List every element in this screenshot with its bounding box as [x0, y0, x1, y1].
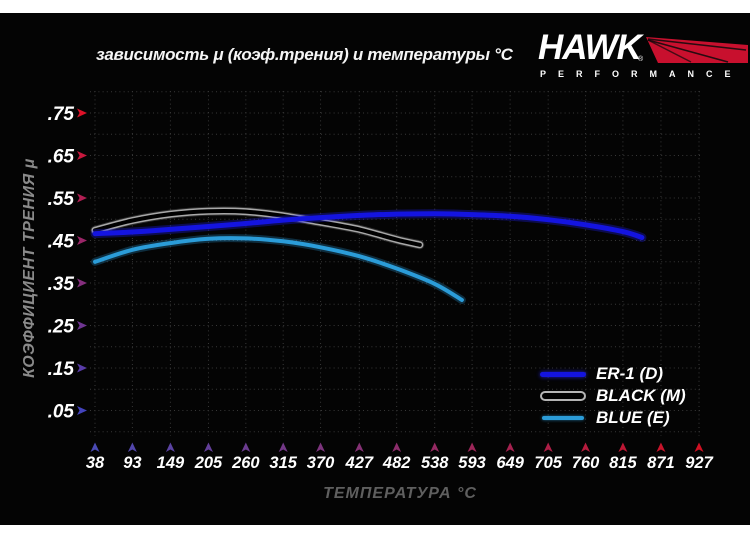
y-tick-arrow-icon — [77, 406, 87, 415]
x-tick-arrow-icon — [127, 442, 137, 452]
x-tick-label: 482 — [382, 454, 411, 472]
legend: ER-1 (D) BLACK (M) BLUE (E) — [538, 364, 686, 432]
y-tick-label: .45 — [48, 232, 75, 253]
x-tick-arrow-icon — [278, 442, 288, 452]
y-tick-label: .25 — [48, 317, 75, 338]
x-tick-label: 593 — [458, 454, 486, 472]
legend-label: BLUE (E) — [596, 408, 670, 427]
y-tick-arrow-icon — [77, 236, 87, 245]
legend-label: BLACK (M) — [596, 386, 686, 405]
x-tick-label: 149 — [157, 454, 185, 472]
y-tick-arrow-icon — [77, 278, 87, 288]
x-tick-label: 705 — [534, 454, 562, 472]
x-tick-label: 649 — [496, 454, 524, 472]
y-tick-label: .05 — [48, 402, 75, 423]
y-tick-arrow-icon — [77, 321, 87, 330]
registered-mark-icon: ® — [638, 56, 644, 63]
chart-title: зависимость μ (коэф.трения) и температур… — [96, 45, 513, 64]
x-tick-label: 205 — [194, 454, 223, 472]
y-tick-arrow-icon — [77, 193, 87, 203]
x-tick-label: 315 — [269, 454, 297, 472]
x-tick-label: 815 — [609, 454, 637, 472]
x-tick-label: 927 — [685, 454, 713, 472]
legend-label: ER-1 (D) — [596, 364, 664, 383]
x-tick-label: 38 — [86, 454, 105, 472]
y-tick-label: .55 — [48, 189, 75, 210]
x-tick-label: 538 — [421, 454, 449, 472]
hawk-wing-icon — [646, 37, 748, 63]
x-tick-arrow-icon — [505, 442, 515, 452]
black-line-swatch-icon — [540, 391, 586, 401]
x-tick-arrow-icon — [90, 442, 100, 452]
x-axis-title: ТЕМПЕРАТУРА °C — [323, 485, 477, 502]
x-tick-arrow-icon — [165, 442, 175, 452]
y-tick-label: .35 — [48, 274, 75, 295]
performance-label: PERFORMANCE — [540, 69, 743, 79]
y-tick-label: .75 — [48, 104, 75, 125]
x-tick-arrow-icon — [581, 442, 591, 452]
x-tick-arrow-icon — [430, 442, 440, 452]
series-line-er1-d — [92, 211, 645, 240]
y-tick-arrow-icon — [77, 108, 87, 118]
y-tick-label: .15 — [48, 359, 75, 380]
x-tick-arrow-icon — [694, 442, 704, 452]
x-tick-arrow-icon — [354, 442, 364, 452]
legend-marker-black — [538, 391, 588, 401]
x-tick-arrow-icon — [316, 442, 326, 452]
blue-line-swatch-icon — [542, 416, 584, 420]
y-tick-label: .65 — [48, 147, 75, 168]
y-axis-title: КОЭФФИЦИЕНТ ТРЕНИЯ μ — [21, 158, 38, 378]
er1-line-swatch-icon — [540, 371, 586, 377]
x-tick-arrow-icon — [467, 442, 477, 452]
x-tick-label: 871 — [647, 454, 675, 472]
legend-item: ER-1 (D) — [538, 364, 686, 383]
chart-panel — [0, 13, 750, 525]
x-tick-arrow-icon — [241, 442, 251, 452]
x-tick-arrow-icon — [543, 442, 553, 452]
x-tick-arrow-icon — [392, 442, 402, 452]
y-tick-arrow-icon — [77, 151, 87, 160]
x-tick-arrow-icon — [203, 442, 213, 452]
x-tick-arrow-icon — [656, 442, 666, 452]
x-tick-label: 370 — [307, 454, 335, 472]
x-tick-label: 760 — [572, 454, 600, 472]
x-tick-label: 260 — [231, 454, 260, 472]
x-tick-arrow-icon — [618, 442, 628, 452]
hawk-logo: HAWK ® PERFORMANCE — [534, 29, 750, 81]
hawk-wordmark: HAWK — [538, 28, 642, 67]
legend-marker-er1 — [538, 371, 588, 377]
legend-item: BLUE (E) — [538, 408, 686, 427]
legend-item: BLACK (M) — [538, 386, 686, 405]
series-line-black-m — [93, 208, 422, 247]
series-line-blue-e — [93, 236, 464, 302]
y-tick-arrow-icon — [77, 363, 87, 373]
legend-marker-blue — [538, 416, 588, 420]
x-tick-label: 427 — [345, 454, 374, 472]
x-tick-label: 93 — [123, 454, 141, 472]
